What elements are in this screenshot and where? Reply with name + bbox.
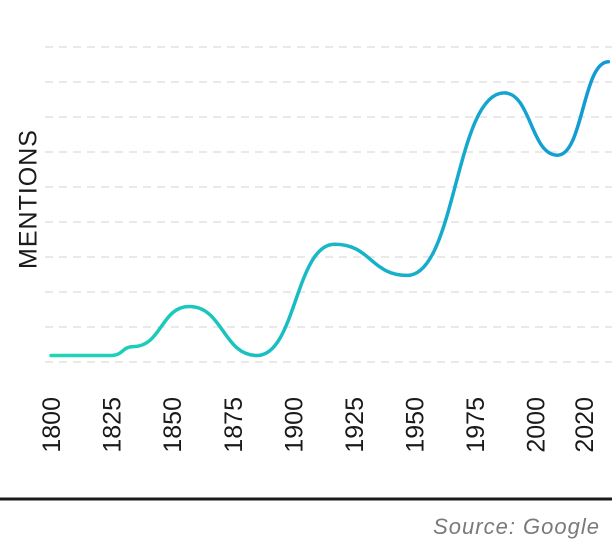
- x-tick-label: 2000: [523, 397, 551, 453]
- gridlines: [45, 46, 612, 363]
- x-tick-label: 1875: [220, 397, 248, 453]
- x-tick-label: 1800: [38, 397, 66, 453]
- source-note: Source: Google: [433, 514, 600, 539]
- y-axis-label: MENTIONS: [15, 129, 43, 269]
- x-tick-label: 1925: [341, 397, 369, 453]
- series-line: [49, 59, 611, 358]
- x-tick-label: 1900: [280, 397, 308, 453]
- x-tick-label: 1850: [159, 397, 187, 453]
- x-tick-label: 1950: [402, 397, 430, 453]
- x-tick-label: 1975: [462, 397, 490, 453]
- x-tick-label: 1825: [99, 397, 127, 453]
- x-tick-labels: 1800 1825 1850 1875 1900 1925 1950 1975 2000 2020: [38, 397, 599, 453]
- x-tick-label: 2020: [571, 397, 599, 453]
